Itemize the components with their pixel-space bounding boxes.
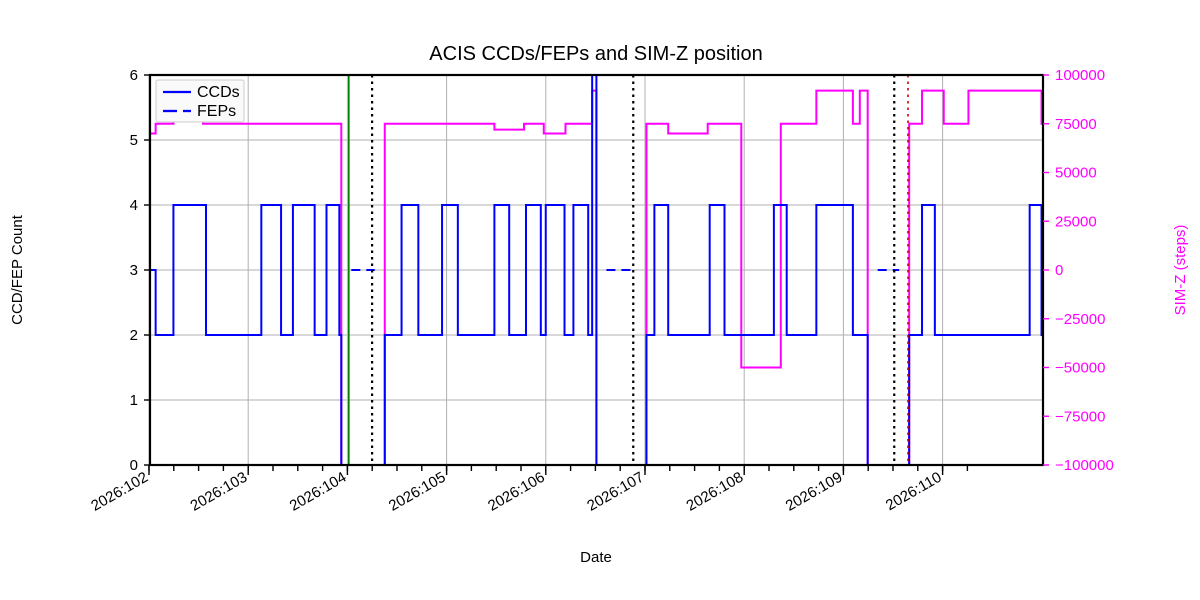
svg-text:−75000: −75000 bbox=[1055, 408, 1105, 425]
svg-text:0: 0 bbox=[1055, 262, 1063, 279]
svg-text:FEPs: FEPs bbox=[197, 103, 236, 120]
svg-text:2: 2 bbox=[130, 327, 138, 344]
svg-text:6: 6 bbox=[130, 67, 138, 84]
svg-text:75000: 75000 bbox=[1055, 116, 1097, 133]
svg-text:25000: 25000 bbox=[1055, 213, 1097, 230]
svg-text:3: 3 bbox=[130, 262, 138, 279]
svg-text:0: 0 bbox=[130, 457, 138, 474]
svg-text:−25000: −25000 bbox=[1055, 311, 1105, 328]
svg-text:4: 4 bbox=[130, 197, 138, 214]
svg-text:50000: 50000 bbox=[1055, 165, 1097, 182]
svg-text:5: 5 bbox=[130, 132, 138, 149]
svg-text:Date: Date bbox=[580, 549, 612, 566]
svg-text:CCD/FEP Count: CCD/FEP Count bbox=[9, 214, 26, 325]
svg-text:ACIS CCDs/FEPs and SIM-Z posit: ACIS CCDs/FEPs and SIM-Z position bbox=[429, 43, 762, 65]
svg-text:−50000: −50000 bbox=[1055, 360, 1105, 377]
svg-text:1: 1 bbox=[130, 392, 138, 409]
svg-text:−100000: −100000 bbox=[1055, 457, 1114, 474]
svg-text:SIM-Z (steps): SIM-Z (steps) bbox=[1172, 225, 1189, 316]
svg-text:100000: 100000 bbox=[1055, 67, 1105, 84]
svg-text:CCDs: CCDs bbox=[197, 84, 240, 101]
